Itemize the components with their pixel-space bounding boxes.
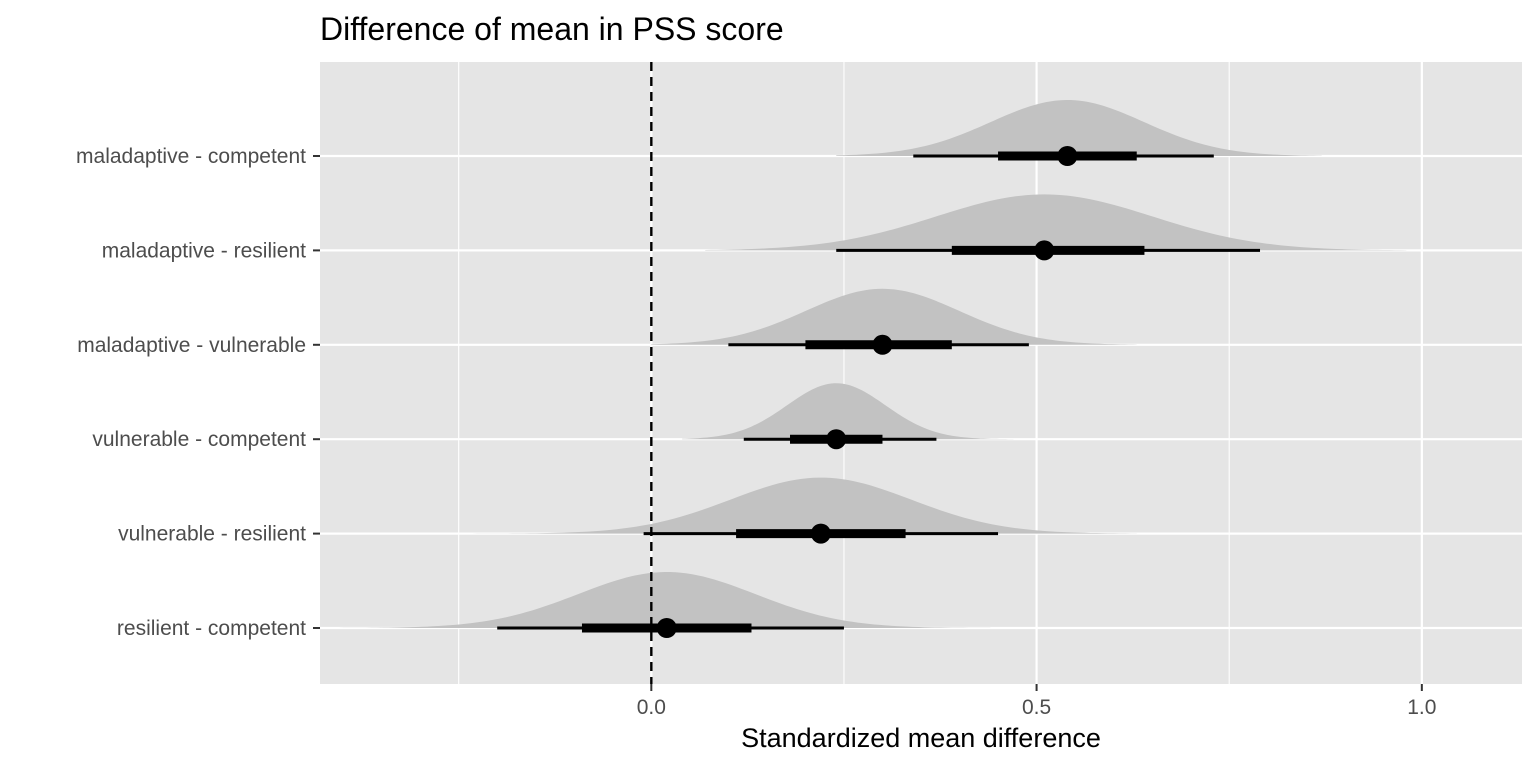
y-tick-label: vulnerable - resilient (118, 523, 306, 546)
y-tick-label: maladaptive - resilient (102, 239, 306, 262)
point-estimate (1057, 146, 1078, 166)
density-shape (327, 572, 991, 628)
y-tick-label: maladaptive - vulnerable (77, 334, 306, 357)
y-tick-label: maladaptive - competent (76, 145, 306, 168)
density-shape (836, 100, 1322, 156)
x-tick-label: 0.0 (637, 696, 666, 719)
point-estimate (872, 334, 893, 355)
x-axis-title: Standardized mean difference (741, 723, 1101, 753)
point-estimate (656, 618, 677, 638)
density-shapes (327, 100, 1407, 628)
x-axis: 0.0 0.5 1.0 (637, 684, 1436, 719)
point-estimate (1034, 240, 1055, 261)
minor-grid-lines (458, 62, 1230, 684)
point-estimate (826, 429, 847, 450)
y-axis: maladaptive - competent maladaptive - res… (76, 145, 320, 640)
x-tick-label: 0.5 (1022, 696, 1051, 719)
interval-marks (497, 146, 1261, 638)
x-tick-label: 1.0 (1407, 696, 1436, 719)
y-tick-label: resilient - competent (117, 617, 306, 640)
y-tick-label: vulnerable - competent (92, 428, 306, 451)
density-shape (682, 383, 1014, 440)
density-shape (443, 477, 1137, 534)
density-shape (651, 288, 1137, 345)
plot-panel (320, 62, 1522, 684)
chart-title: Difference of mean in PSS score (320, 11, 784, 47)
point-estimate (810, 523, 831, 544)
density-shape (705, 194, 1407, 251)
